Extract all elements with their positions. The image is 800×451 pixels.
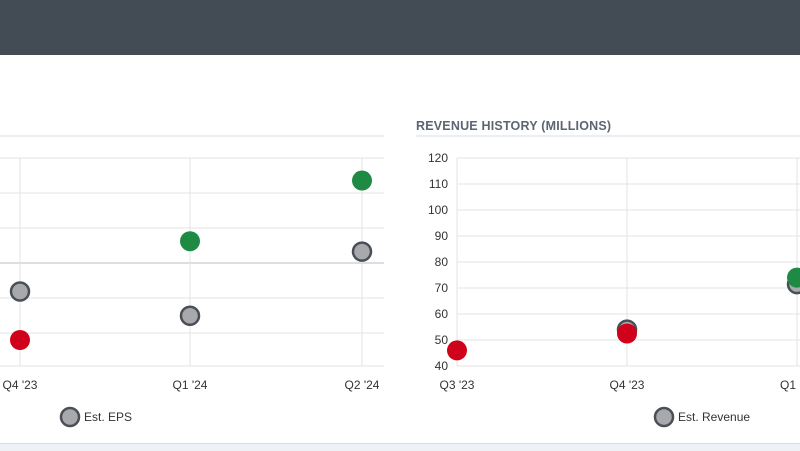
revenue-y-tick-label: 90 [435, 229, 449, 243]
revenue-legend-label: Est. Revenue [678, 410, 750, 424]
header-bar [0, 0, 800, 55]
revenue-x-tick-label: Q3 '23 [440, 378, 475, 392]
eps-actual-point[interactable] [10, 330, 30, 350]
eps-x-tick-label: Q4 '23 [3, 378, 38, 392]
eps-points [9, 170, 373, 350]
eps-actual-point[interactable] [180, 231, 200, 252]
revenue-y-ticks: 120 110 100 90 80 70 60 50 40 [428, 151, 448, 373]
eps-legend[interactable]: Est. EPS [59, 406, 132, 428]
eps-x-ticks: Q4 '23 Q1 '24 Q2 '24 [3, 378, 380, 392]
eps-x-tick-label: Q2 '24 [345, 378, 380, 392]
revenue-x-tick-label: Q4 '23 [610, 378, 645, 392]
revenue-y-tick-label: 120 [428, 151, 448, 165]
eps-grid [0, 157, 384, 367]
eps-actual-point[interactable] [352, 170, 372, 191]
revenue-x-tick-label: Q1 '24 [780, 378, 800, 392]
eps-legend-label: Est. EPS [84, 410, 132, 424]
eps-estimate-point[interactable] [9, 281, 31, 302]
revenue-y-tick-label: 50 [435, 333, 449, 347]
revenue-legend[interactable]: Est. Revenue [653, 406, 750, 428]
revenue-legend-marker [653, 406, 675, 428]
revenue-y-tick-label: 110 [429, 177, 448, 191]
revenue-y-tick-label: 40 [435, 359, 449, 373]
revenue-actual-point[interactable] [787, 267, 800, 288]
revenue-y-tick-label: 100 [428, 203, 448, 217]
eps-estimate-point[interactable] [179, 305, 201, 326]
eps-legend-marker [59, 406, 81, 428]
revenue-grid [456, 157, 800, 367]
revenue-actual-point[interactable] [617, 323, 637, 344]
revenue-points [447, 267, 800, 361]
revenue-chart: REVENUE HISTORY (MILLIONS) 120 110 100 90 80… [416, 119, 800, 428]
eps-estimate-point[interactable] [351, 241, 373, 262]
eps-x-tick-label: Q1 '24 [173, 378, 208, 392]
revenue-x-ticks: Q3 '23 Q4 '23 Q1 '24 [440, 378, 800, 392]
revenue-y-tick-label: 80 [435, 255, 449, 269]
eps-chart: Q4 '23 Q1 '24 Q2 '24 Est. EPS [0, 135, 384, 428]
revenue-chart-title: REVENUE HISTORY (MILLIONS) [416, 119, 611, 133]
revenue-y-tick-label: 70 [435, 281, 449, 295]
revenue-actual-point[interactable] [447, 340, 467, 361]
bottom-strip [0, 443, 800, 451]
revenue-y-tick-label: 60 [435, 307, 449, 321]
